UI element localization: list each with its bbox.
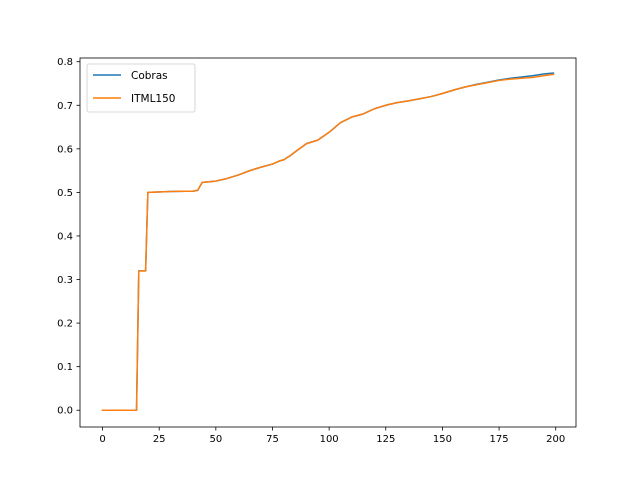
y-tick-label: 0.0 (57, 406, 73, 417)
x-axis: 0 25 50 75 100 125 150 175 200 (99, 427, 565, 445)
y-tick-label: 0.2 (57, 319, 73, 330)
x-tick-label: 125 (376, 434, 395, 445)
plot-area (80, 58, 576, 427)
legend-label-itml150: ITML150 (131, 93, 175, 105)
x-tick-label: 150 (433, 434, 452, 445)
legend-label-cobras: Cobras (131, 70, 168, 82)
x-tick-label: 100 (320, 434, 339, 445)
y-axis: 0.0 0.1 0.2 0.3 0.4 0.5 0.6 0.7 0.8 (57, 57, 80, 417)
x-tick-label: 75 (266, 434, 279, 445)
y-tick-label: 0.1 (57, 362, 73, 373)
x-tick-label: 0 (99, 434, 105, 445)
x-tick-label: 200 (546, 434, 565, 445)
y-tick-label: 0.4 (57, 231, 73, 242)
x-tick-label: 175 (490, 434, 509, 445)
axes: 0 25 50 75 100 125 150 175 200 0.00.10.20.30.40.… (57, 57, 577, 445)
legend: Cobras ITML150 (86, 63, 196, 113)
series-layer (101, 72, 555, 411)
y-tick-label: 0.5 (57, 188, 73, 199)
y-tick-label: 0.7 (57, 101, 73, 112)
x-tick-label: 50 (209, 434, 222, 445)
y-tick-label: 0.8 (57, 57, 73, 68)
series-line-itml150 (101, 73, 555, 411)
x-tick-label: 25 (153, 434, 166, 445)
y-tick-label: 0.6 (57, 144, 73, 155)
y-tick-label: 0.3 (57, 275, 73, 286)
axes-frame (79, 57, 577, 428)
legend-box (86, 63, 196, 113)
